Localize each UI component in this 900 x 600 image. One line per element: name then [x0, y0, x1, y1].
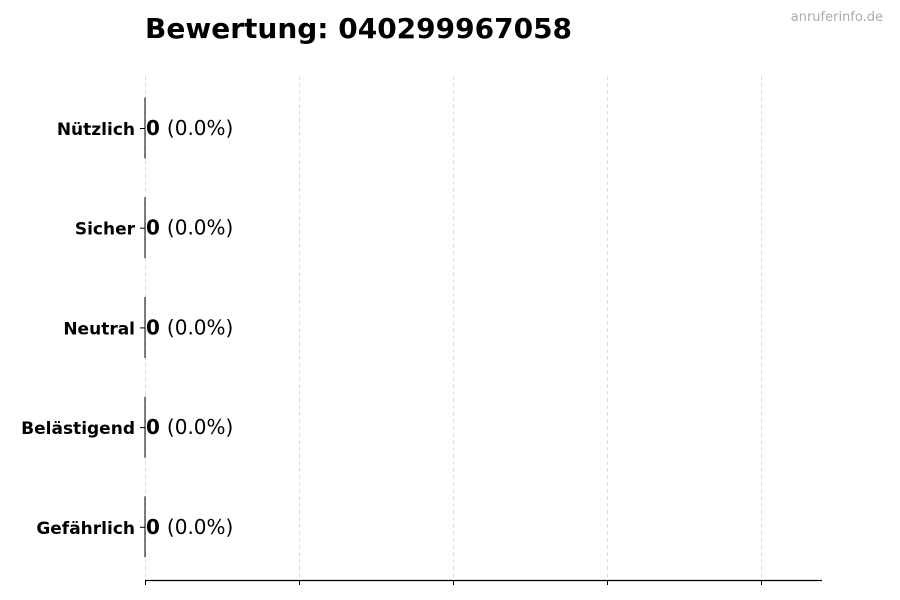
y-tick-label: Gefährlich — [36, 519, 135, 539]
data-label: 0 (0.0%) — [146, 415, 233, 439]
data-label-percent: (0.0%) — [167, 515, 233, 539]
data-label: 0 (0.0%) — [146, 315, 233, 339]
y-tick-label: Nützlich — [57, 120, 135, 140]
data-label-count: 0 — [146, 315, 160, 339]
data-label-count: 0 — [146, 216, 160, 240]
data-label: 0 (0.0%) — [146, 116, 233, 140]
data-label: 0 (0.0%) — [146, 216, 233, 240]
data-label-count: 0 — [146, 116, 160, 140]
watermark: anruferinfo.de — [790, 10, 883, 25]
data-label-percent: (0.0%) — [167, 315, 233, 339]
y-tick-label: Neutral — [63, 319, 135, 339]
y-tick-label: Belästigend — [21, 419, 135, 439]
data-label-count: 0 — [146, 515, 160, 539]
chart-title: Bewertung: 040299967058 — [145, 12, 573, 45]
data-label: 0 (0.0%) — [146, 515, 233, 539]
data-label-percent: (0.0%) — [167, 216, 233, 240]
data-label-count: 0 — [146, 415, 160, 439]
data-label-percent: (0.0%) — [167, 116, 233, 140]
data-label-percent: (0.0%) — [167, 415, 233, 439]
y-tick-label: Sicher — [75, 220, 136, 240]
